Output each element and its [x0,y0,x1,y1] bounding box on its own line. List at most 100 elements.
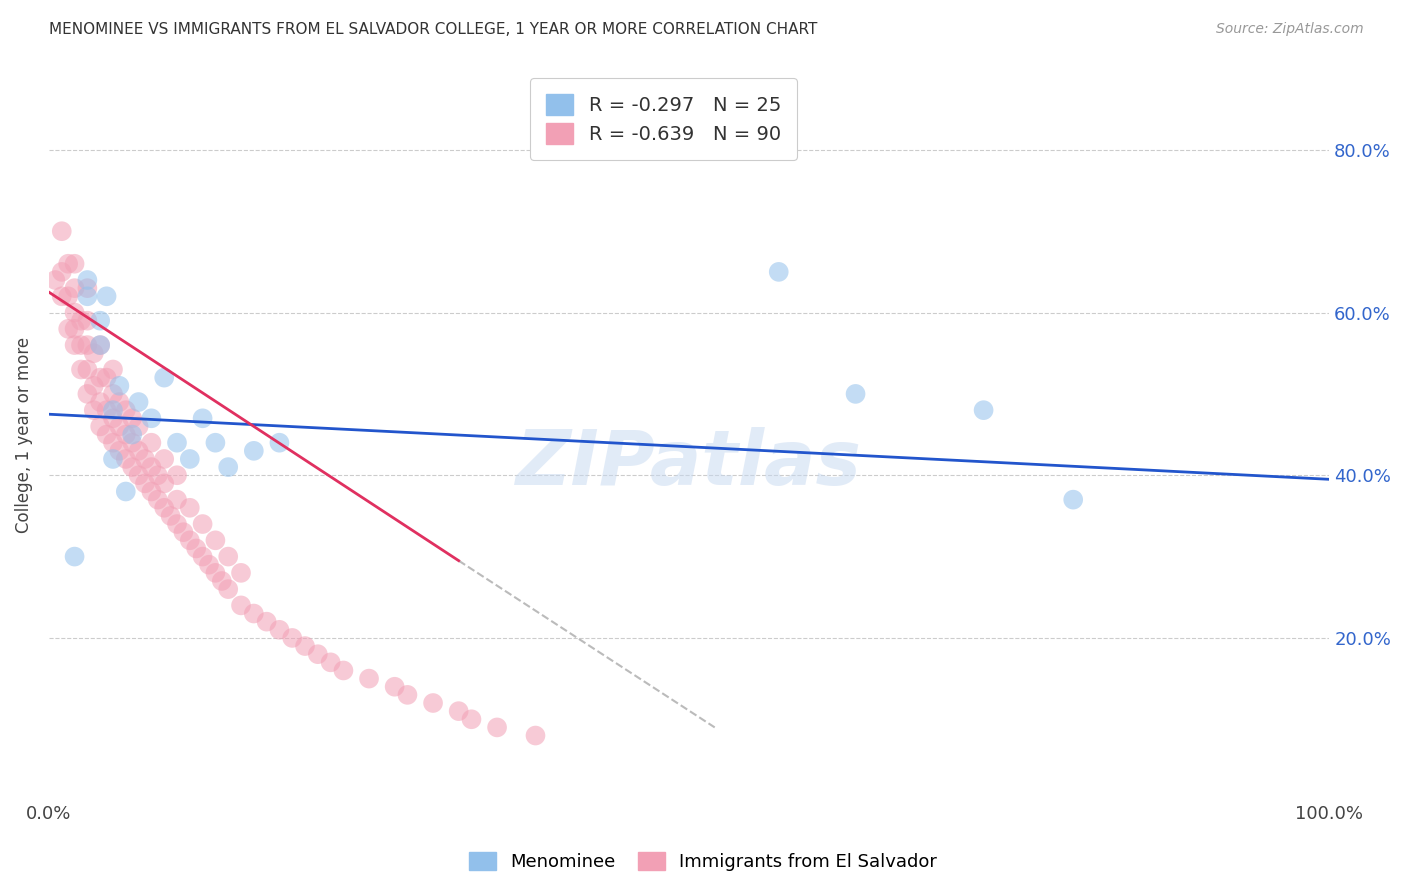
Point [460,712,482,726]
Point [128,443,150,458]
Point [51,224,73,238]
Point [76,338,98,352]
Point [76,387,98,401]
Point [166,492,188,507]
Point [396,688,419,702]
Point [70,338,93,352]
Point [128,419,150,434]
Point [63,257,86,271]
Point [76,289,98,303]
Point [108,378,131,392]
Point [56,257,79,271]
Point [108,395,131,409]
Point [384,680,406,694]
Point [89,338,111,352]
Point [121,460,143,475]
Point [191,411,214,425]
Point [845,387,868,401]
Point [70,314,93,328]
Point [114,452,136,467]
Point [166,435,188,450]
Point [256,615,278,629]
Point [101,362,124,376]
Point [121,435,143,450]
Point [524,729,547,743]
Text: ZIPatlas: ZIPatlas [516,427,862,500]
Point [204,566,226,580]
Point [89,338,111,352]
Point [89,370,111,384]
Point [134,476,156,491]
Point [172,525,194,540]
Point [101,452,124,467]
Point [101,387,124,401]
Point [56,322,79,336]
Point [101,403,124,417]
Point [179,533,201,548]
Point [179,500,201,515]
Point [63,338,86,352]
Legend: Menominee, Immigrants from El Salvador: Menominee, Immigrants from El Salvador [461,845,945,879]
Point [89,314,111,328]
Point [243,443,266,458]
Point [63,281,86,295]
Point [83,378,105,392]
Point [229,599,252,613]
Point [217,460,239,475]
Point [186,541,208,556]
Point [76,281,98,295]
Point [101,411,124,425]
Point [63,549,86,564]
Point [108,419,131,434]
Point [63,305,86,319]
Point [51,289,73,303]
Point [166,468,188,483]
Point [294,639,316,653]
Point [96,403,118,417]
Point [70,362,93,376]
Point [269,435,291,450]
Point [121,411,143,425]
Point [179,452,201,467]
Point [153,452,176,467]
Point [166,516,188,531]
Point [114,427,136,442]
Point [63,322,86,336]
Point [134,452,156,467]
Point [319,656,342,670]
Point [96,289,118,303]
Point [101,435,124,450]
Point [76,362,98,376]
Point [281,631,304,645]
Point [96,427,118,442]
Point [83,403,105,417]
Point [768,265,790,279]
Point [96,370,118,384]
Point [141,484,163,499]
Text: MENOMINEE VS IMMIGRANTS FROM EL SALVADOR COLLEGE, 1 YEAR OR MORE CORRELATION CHA: MENOMINEE VS IMMIGRANTS FROM EL SALVADOR… [49,22,817,37]
Point [128,468,150,483]
Point [486,720,509,734]
Point [307,647,329,661]
Point [422,696,444,710]
Point [51,265,73,279]
Point [128,395,150,409]
Point [243,607,266,621]
Point [89,395,111,409]
Point [332,664,354,678]
Point [89,419,111,434]
Point [114,403,136,417]
Point [204,533,226,548]
Point [357,672,380,686]
Point [973,403,995,417]
Point [108,443,131,458]
Point [211,574,233,588]
Point [153,476,176,491]
Point [153,500,176,515]
Point [76,273,98,287]
Point [447,704,470,718]
Point [44,273,66,287]
Point [159,508,181,523]
Point [56,289,79,303]
Point [146,492,169,507]
